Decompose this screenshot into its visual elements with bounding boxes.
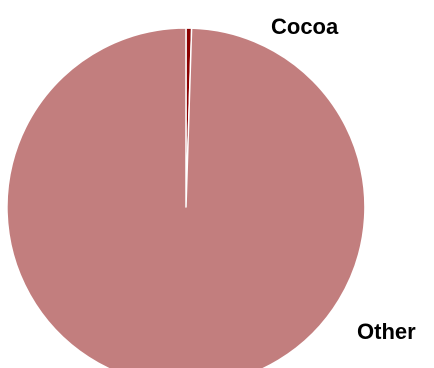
pie-slices bbox=[6, 27, 366, 368]
slice-labels: Cocoa Other bbox=[271, 14, 416, 344]
pie-slice-other bbox=[6, 27, 366, 368]
slice-label-other: Other bbox=[357, 319, 416, 344]
slice-label-cocoa: Cocoa bbox=[271, 14, 339, 39]
